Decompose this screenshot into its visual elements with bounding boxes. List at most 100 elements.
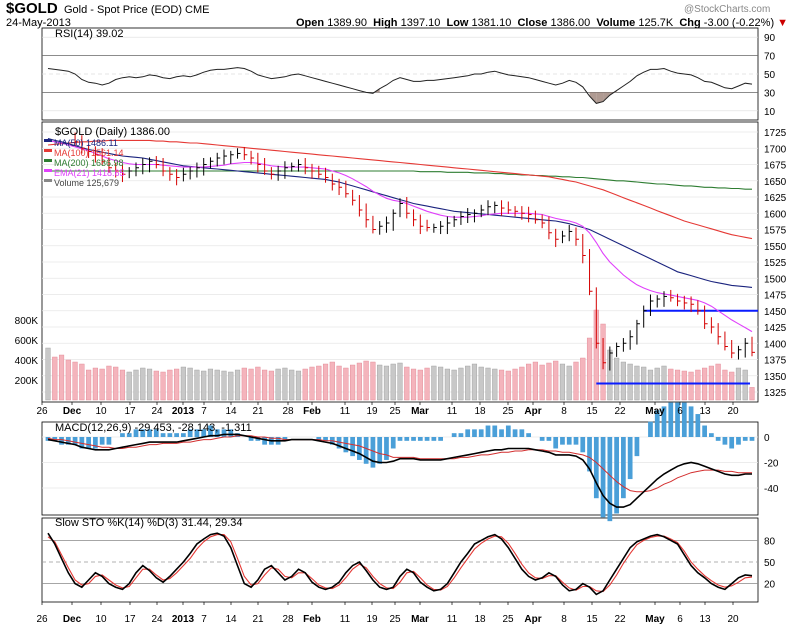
macd-histogram-bar <box>174 433 179 437</box>
volume-bar <box>377 364 383 401</box>
x-tick-label: 10 <box>95 406 107 417</box>
volume-bar <box>275 368 281 401</box>
x-tick-label: 8 <box>561 406 567 417</box>
macd-histogram-bar <box>147 429 152 437</box>
macd-histogram-bar <box>681 402 687 437</box>
volume-bar <box>234 369 241 401</box>
x-tick-label: 7 <box>201 406 207 417</box>
x-tick-label: 2013 <box>172 406 195 417</box>
x-tick-label: 22 <box>614 614 626 625</box>
volume-bar <box>92 367 98 401</box>
x-tick-label: 11 <box>447 406 458 417</box>
volume-bar <box>451 369 457 401</box>
x-tick-label: 25 <box>389 614 401 625</box>
volume-bar <box>438 366 444 401</box>
rsi-tick: 70 <box>764 52 776 63</box>
rsi-oversold-fill <box>603 92 610 102</box>
volume-tick: 800K <box>15 316 39 327</box>
macd-histogram-bar <box>72 437 78 445</box>
x-tick-label: 6 <box>677 406 683 417</box>
macd-histogram-bar <box>566 437 572 445</box>
volume-bar <box>86 369 92 401</box>
macd-histogram-bar <box>167 433 173 437</box>
price-panel-title: $GOLD (Daily) 1386.00 <box>55 126 170 138</box>
volume-bar <box>586 337 593 401</box>
x-tick-label: 17 <box>124 406 136 417</box>
macd-histogram-bar <box>546 437 552 441</box>
volume-bar <box>207 368 214 401</box>
rsi-oversold-fill <box>596 92 604 104</box>
volume-bar <box>262 369 268 401</box>
price-tick: 1425 <box>764 323 787 334</box>
macd-histogram-bar <box>59 437 64 445</box>
x-tick-label: 19 <box>366 614 378 625</box>
volume-bar <box>370 361 376 401</box>
x-tick-label: Apr <box>524 614 541 625</box>
macd-panel: 0 -20 -40 <box>42 402 779 522</box>
macd-histogram-bar <box>634 437 640 457</box>
x-tick-label: 25 <box>389 406 401 417</box>
volume-bar <box>498 369 505 401</box>
volume-bar <box>194 369 200 401</box>
price-tick: 1625 <box>764 193 787 204</box>
volume-bar <box>106 365 112 401</box>
price-tick: 1325 <box>764 388 787 399</box>
volume-bar <box>282 367 288 401</box>
macd-histogram-bar <box>593 437 599 499</box>
symbol: $GOLD <box>6 0 58 17</box>
macd-histogram-bar <box>472 429 477 437</box>
volume-bar <box>140 367 146 401</box>
price-tick: 1450 <box>764 307 787 318</box>
macd-histogram-bar <box>458 433 464 437</box>
macd-histogram-bar <box>654 410 660 437</box>
x-tick-label: 24 <box>151 406 163 417</box>
macd-histogram-bar <box>194 429 200 437</box>
macd-histogram-bar <box>316 437 322 441</box>
price-tick: 1550 <box>764 242 787 253</box>
macd-histogram-bar <box>377 437 383 464</box>
x-tick-label: Dec <box>63 614 82 625</box>
volume-bar <box>228 371 234 401</box>
macd-histogram-bar <box>390 437 396 449</box>
macd-histogram-bar <box>384 437 389 460</box>
legend-entry: MA(200) 1636.98 <box>54 158 124 168</box>
volume-bar <box>722 369 728 401</box>
volume-bar <box>505 370 511 401</box>
volume-bar <box>72 361 78 401</box>
price-tick: 1475 <box>764 291 787 302</box>
x-tick-label: 20 <box>727 406 739 417</box>
macd-histogram-bar <box>675 402 680 437</box>
volume-bar <box>749 387 755 401</box>
volume-bar <box>180 366 186 401</box>
volume-bar <box>627 363 633 401</box>
rsi-tick: 10 <box>764 107 776 118</box>
volume-bar <box>160 371 166 401</box>
x-tick-label: 11 <box>340 406 351 417</box>
x-tick-label: Mar <box>411 614 429 625</box>
legend-entry: Volume 125,679 <box>54 178 119 188</box>
x-tick-label: 13 <box>699 614 711 625</box>
x-tick-label: May <box>645 406 665 417</box>
macd-histogram-bar <box>363 437 369 464</box>
volume-bar <box>580 357 586 401</box>
instrument-name: Gold - Spot Price (EOD) CME <box>64 4 210 16</box>
macd-histogram-bar <box>214 429 220 437</box>
macd-histogram-bar <box>695 414 701 437</box>
macd-label: MACD(12,26,9) -29.453, -28.143, -1.311 <box>55 422 252 434</box>
macd-histogram-bar <box>431 437 437 441</box>
macd-histogram-bar <box>729 437 735 449</box>
legend-swatch <box>44 179 52 182</box>
volume-bar <box>674 369 681 401</box>
macd-histogram-bar <box>248 437 254 441</box>
volume-bar <box>119 369 126 401</box>
volume-bar <box>316 365 322 401</box>
volume-bar <box>458 367 464 401</box>
volume-bar <box>343 367 349 401</box>
volume-bar <box>167 369 173 401</box>
macd-histogram-bar <box>411 437 416 441</box>
volume-bar <box>99 368 105 401</box>
macd-histogram-bar <box>350 437 355 457</box>
macd-histogram-bar <box>715 437 721 441</box>
macd-histogram-bar <box>709 433 714 437</box>
